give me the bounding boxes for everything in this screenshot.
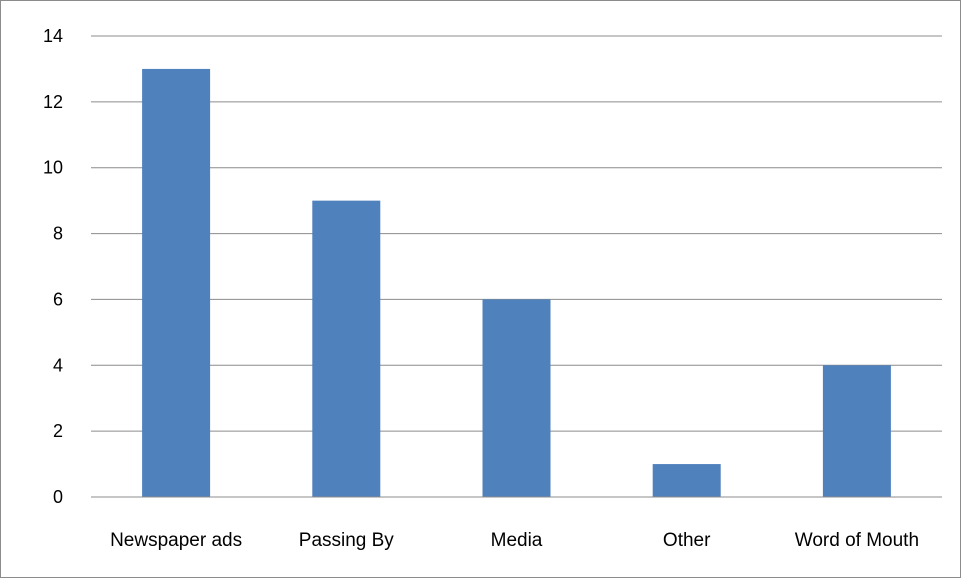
bar-word-of-mouth: [822, 365, 891, 497]
y-tick-labels: 0 2 4 6 8 10 12 14: [43, 26, 63, 507]
y-tick-label: 14: [43, 26, 63, 46]
y-tick-label: 12: [43, 92, 63, 112]
x-category-label: Newspaper ads: [110, 530, 242, 551]
x-category-label: Media: [491, 530, 543, 551]
x-category-label: Word of Mouth: [795, 530, 919, 551]
bar-media: [482, 299, 551, 497]
x-category-label: Other: [663, 530, 711, 551]
y-tick-label: 10: [43, 158, 63, 178]
bar-other: [652, 464, 721, 497]
y-tick-label: 0: [53, 487, 63, 507]
y-tick-label: 2: [53, 421, 63, 441]
x-category-label: Passing By: [299, 530, 395, 551]
x-category-labels: Newspaper ads Passing By Media Other Word of…: [110, 530, 919, 551]
bar-passing-by: [312, 200, 381, 497]
bars: [142, 68, 891, 497]
bar-newspaper-ads: [142, 68, 211, 497]
y-tick-label: 6: [53, 289, 63, 309]
y-tick-label: 8: [53, 224, 63, 244]
y-tick-label: 4: [53, 355, 63, 375]
